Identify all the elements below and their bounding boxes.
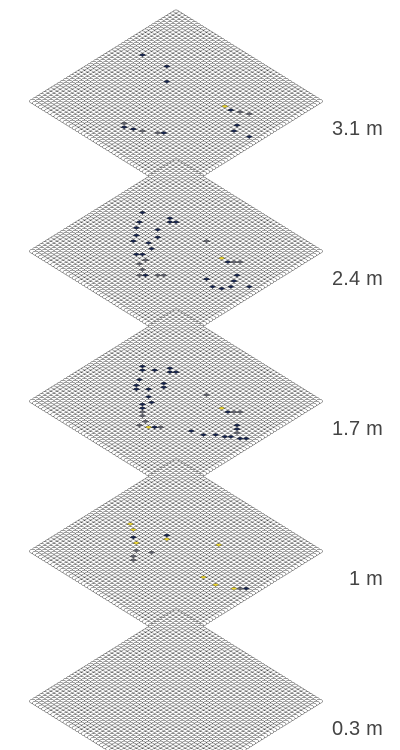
layer-stack	[29, 9, 323, 750]
